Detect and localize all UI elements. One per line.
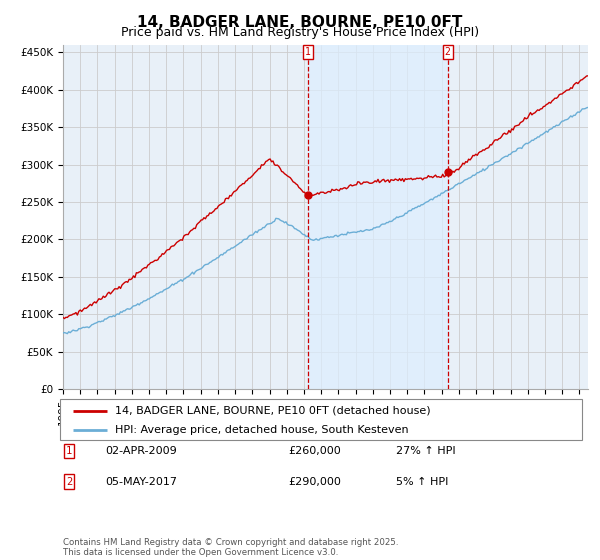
- Text: HPI: Average price, detached house, South Kesteven: HPI: Average price, detached house, Sout…: [115, 424, 409, 435]
- Text: 1: 1: [305, 47, 311, 57]
- Text: £260,000: £260,000: [288, 446, 341, 456]
- FancyBboxPatch shape: [60, 399, 582, 440]
- Text: 27% ↑ HPI: 27% ↑ HPI: [396, 446, 455, 456]
- Text: Contains HM Land Registry data © Crown copyright and database right 2025.
This d: Contains HM Land Registry data © Crown c…: [63, 538, 398, 557]
- Text: 05-MAY-2017: 05-MAY-2017: [105, 477, 177, 487]
- Text: 14, BADGER LANE, BOURNE, PE10 0FT: 14, BADGER LANE, BOURNE, PE10 0FT: [137, 15, 463, 30]
- Text: 02-APR-2009: 02-APR-2009: [105, 446, 177, 456]
- Text: 2: 2: [66, 477, 72, 487]
- Text: 5% ↑ HPI: 5% ↑ HPI: [396, 477, 448, 487]
- Text: 1: 1: [66, 446, 72, 456]
- Text: £290,000: £290,000: [288, 477, 341, 487]
- Text: Price paid vs. HM Land Registry's House Price Index (HPI): Price paid vs. HM Land Registry's House …: [121, 26, 479, 39]
- Text: 2: 2: [445, 47, 451, 57]
- Text: 14, BADGER LANE, BOURNE, PE10 0FT (detached house): 14, BADGER LANE, BOURNE, PE10 0FT (detac…: [115, 405, 430, 416]
- Bar: [308, 45, 448, 389]
